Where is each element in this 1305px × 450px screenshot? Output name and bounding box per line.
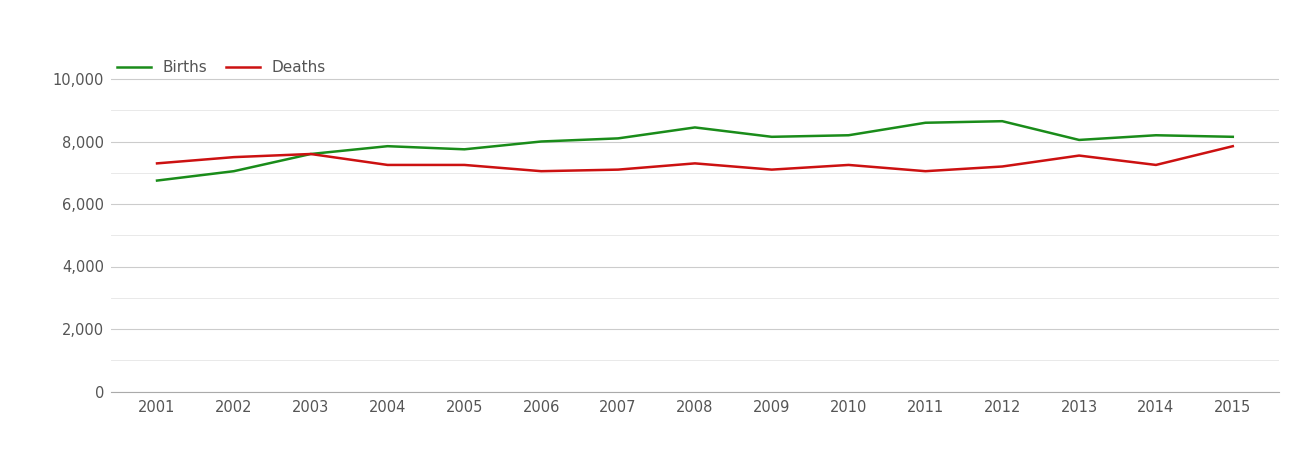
Births [149, 178, 164, 183]
Births [840, 133, 856, 138]
Deaths [611, 167, 626, 172]
Deaths [226, 154, 241, 160]
Births [303, 151, 318, 157]
Deaths [1225, 144, 1241, 149]
Deaths [380, 162, 395, 168]
Line: Deaths: Deaths [157, 146, 1233, 171]
Line: Births: Births [157, 121, 1233, 180]
Deaths [534, 168, 549, 174]
Births [994, 118, 1010, 124]
Births [457, 147, 472, 152]
Deaths [840, 162, 856, 168]
Births [763, 134, 779, 140]
Births [534, 139, 549, 144]
Births [1225, 134, 1241, 140]
Births [380, 144, 395, 149]
Deaths [917, 168, 933, 174]
Deaths [457, 162, 472, 168]
Legend: Births, Deaths: Births, Deaths [111, 54, 333, 81]
Deaths [149, 161, 164, 166]
Deaths [303, 151, 318, 157]
Births [1148, 133, 1164, 138]
Births [226, 168, 241, 174]
Births [1071, 137, 1087, 143]
Births [611, 136, 626, 141]
Deaths [686, 161, 702, 166]
Deaths [1071, 153, 1087, 158]
Births [686, 125, 702, 130]
Deaths [994, 164, 1010, 169]
Deaths [1148, 162, 1164, 168]
Deaths [763, 167, 779, 172]
Births [917, 120, 933, 126]
